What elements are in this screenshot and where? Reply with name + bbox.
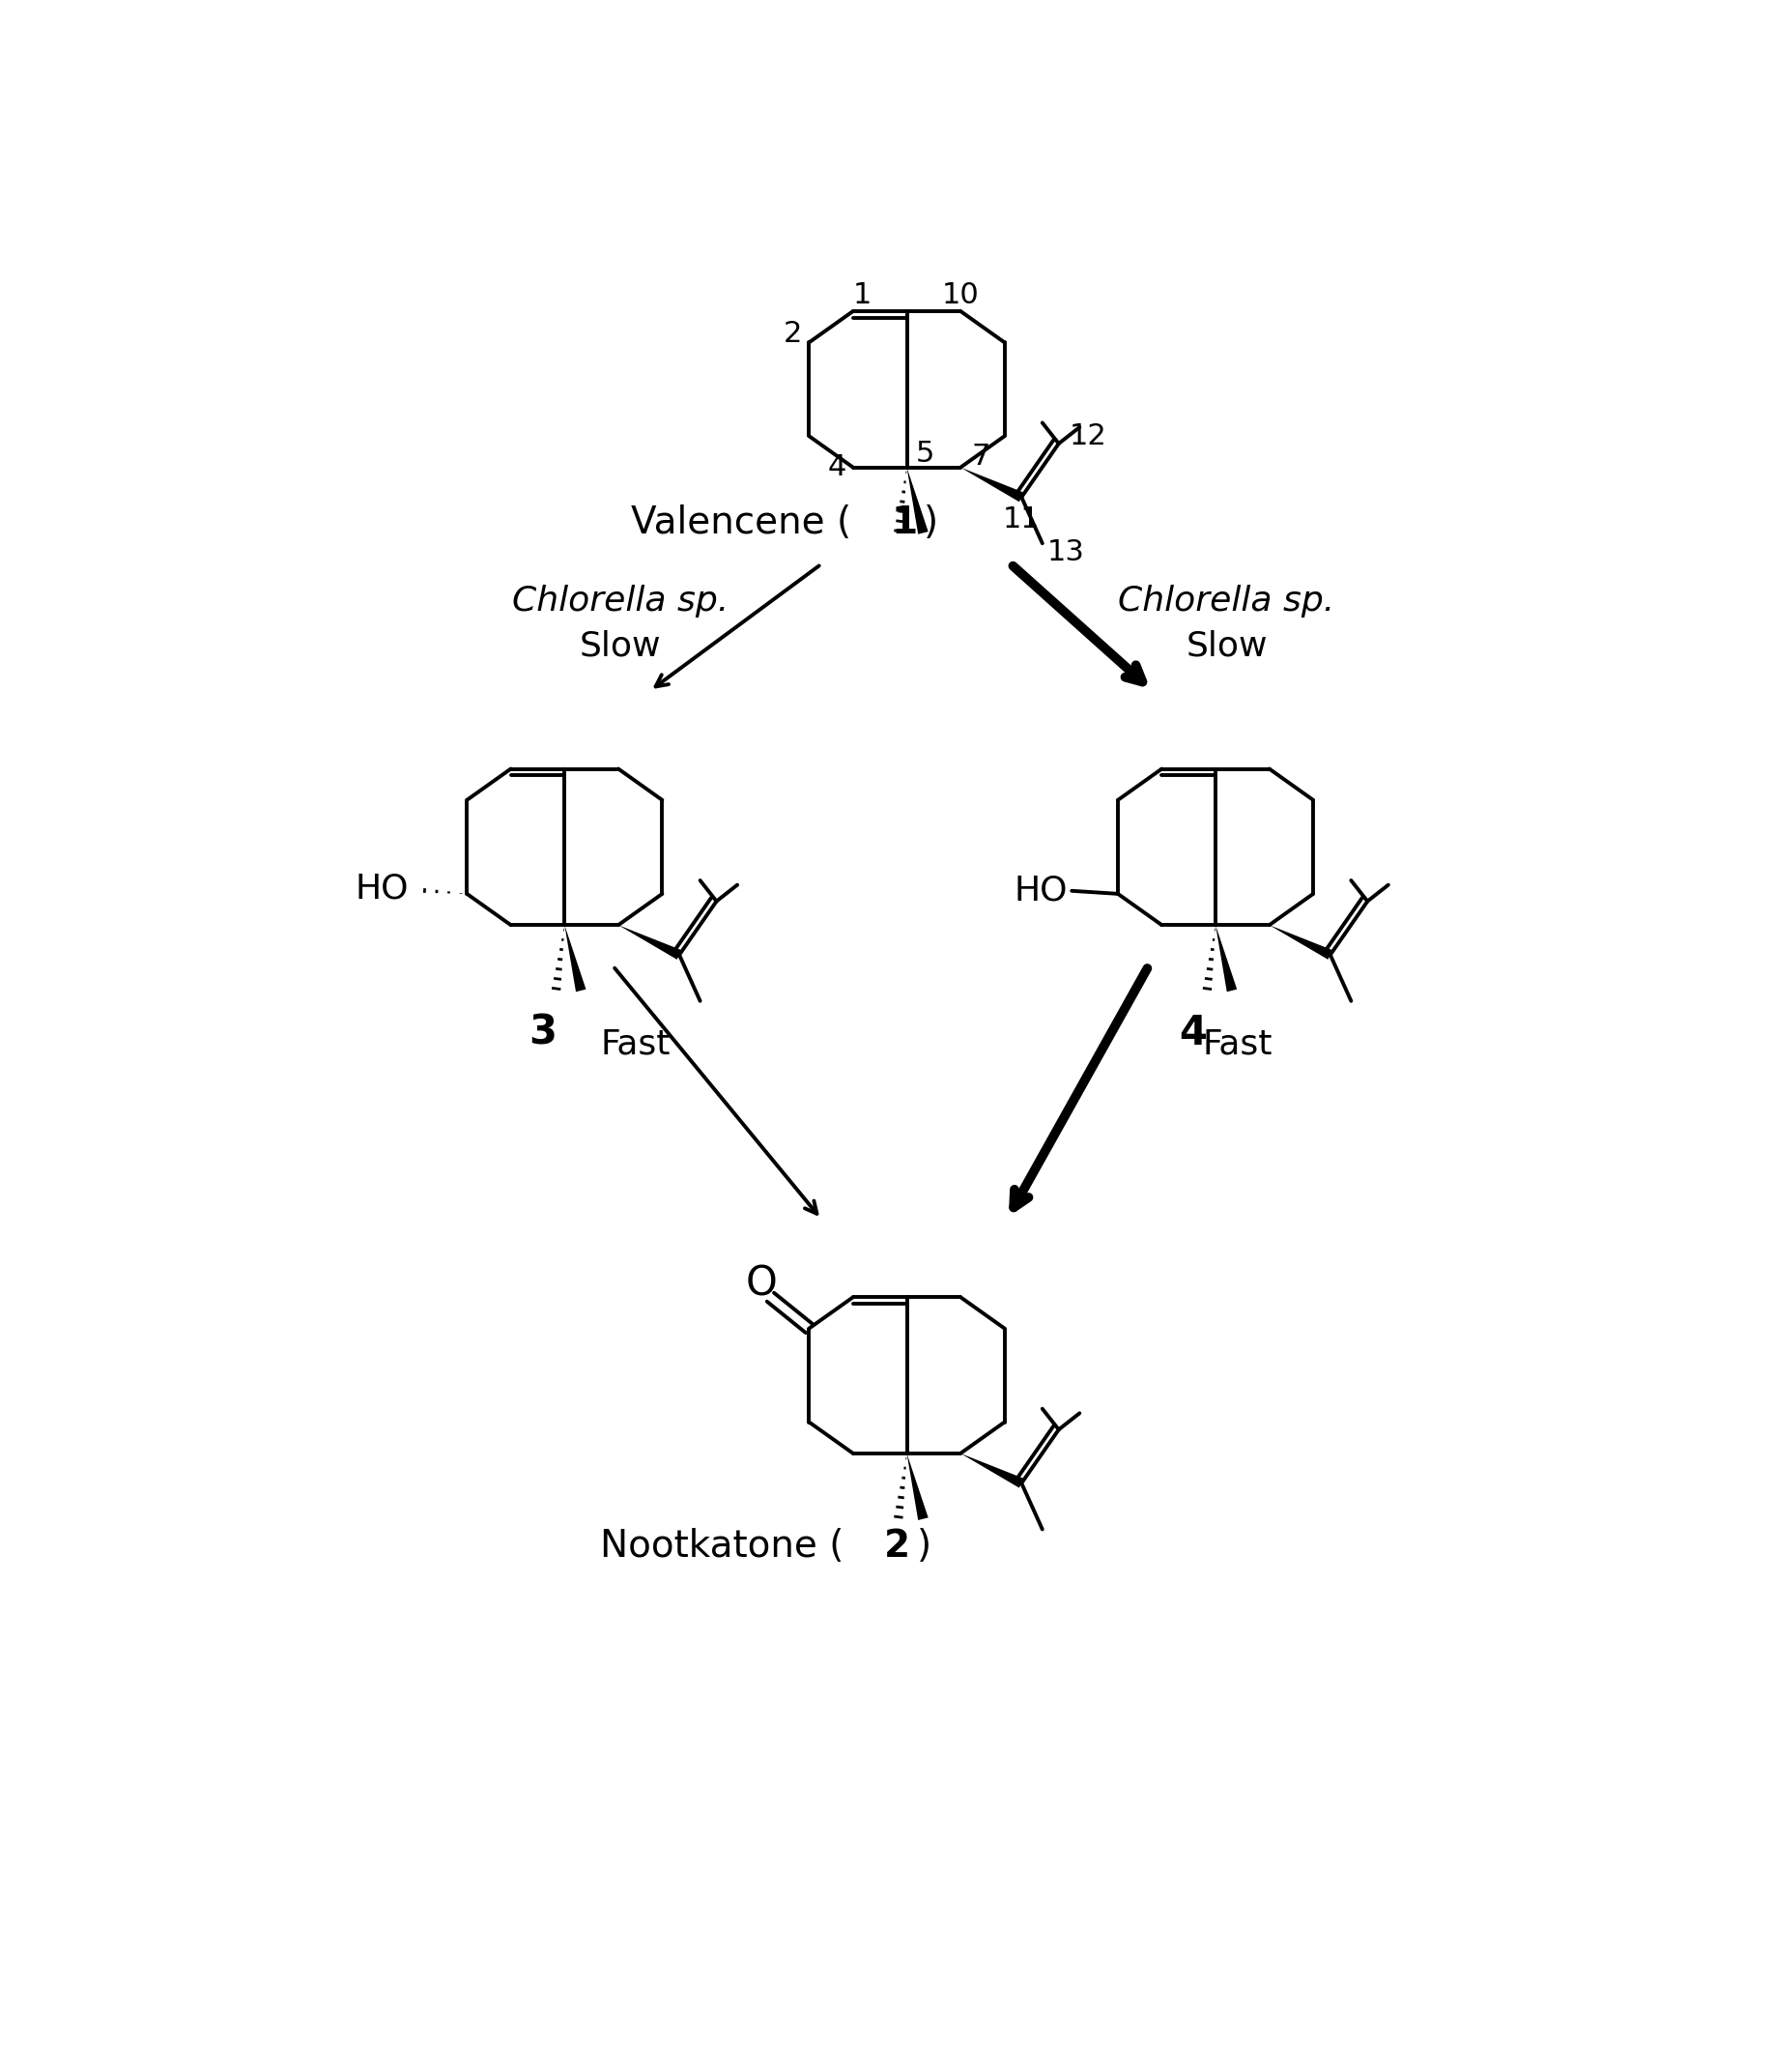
Polygon shape <box>619 924 681 959</box>
Text: 1: 1 <box>853 282 871 309</box>
Polygon shape <box>1216 924 1238 992</box>
Polygon shape <box>961 468 1023 501</box>
Text: Nootkatone (: Nootkatone ( <box>599 1527 844 1564</box>
Text: 13: 13 <box>1048 539 1085 566</box>
Text: Slow: Slow <box>580 630 661 663</box>
Text: 4: 4 <box>1179 1013 1207 1053</box>
Text: Chlorella sp.: Chlorella sp. <box>512 584 729 617</box>
Text: 12: 12 <box>1069 423 1106 450</box>
Text: Fast: Fast <box>1202 1028 1273 1061</box>
Text: 1: 1 <box>892 506 918 541</box>
Text: Slow: Slow <box>1186 630 1268 663</box>
Text: 4: 4 <box>828 454 846 481</box>
Text: HO: HO <box>355 872 410 905</box>
Text: O: O <box>746 1264 777 1303</box>
Polygon shape <box>906 468 929 535</box>
Text: HO: HO <box>1014 874 1067 908</box>
Text: ): ) <box>924 506 938 541</box>
Text: 2: 2 <box>784 319 801 348</box>
Text: 2: 2 <box>885 1527 910 1564</box>
Text: Valencene (: Valencene ( <box>631 506 851 541</box>
Text: 3: 3 <box>528 1013 557 1053</box>
Text: Chlorella sp.: Chlorella sp. <box>1119 584 1335 617</box>
Text: 10: 10 <box>941 282 979 309</box>
Text: 11: 11 <box>1004 506 1041 533</box>
Text: 5: 5 <box>917 439 934 468</box>
Polygon shape <box>961 1452 1023 1488</box>
Polygon shape <box>906 1452 929 1521</box>
Text: ): ) <box>917 1527 931 1564</box>
Polygon shape <box>1269 924 1333 959</box>
Text: Fast: Fast <box>601 1028 670 1061</box>
Polygon shape <box>564 924 587 992</box>
Text: 7: 7 <box>972 441 991 470</box>
